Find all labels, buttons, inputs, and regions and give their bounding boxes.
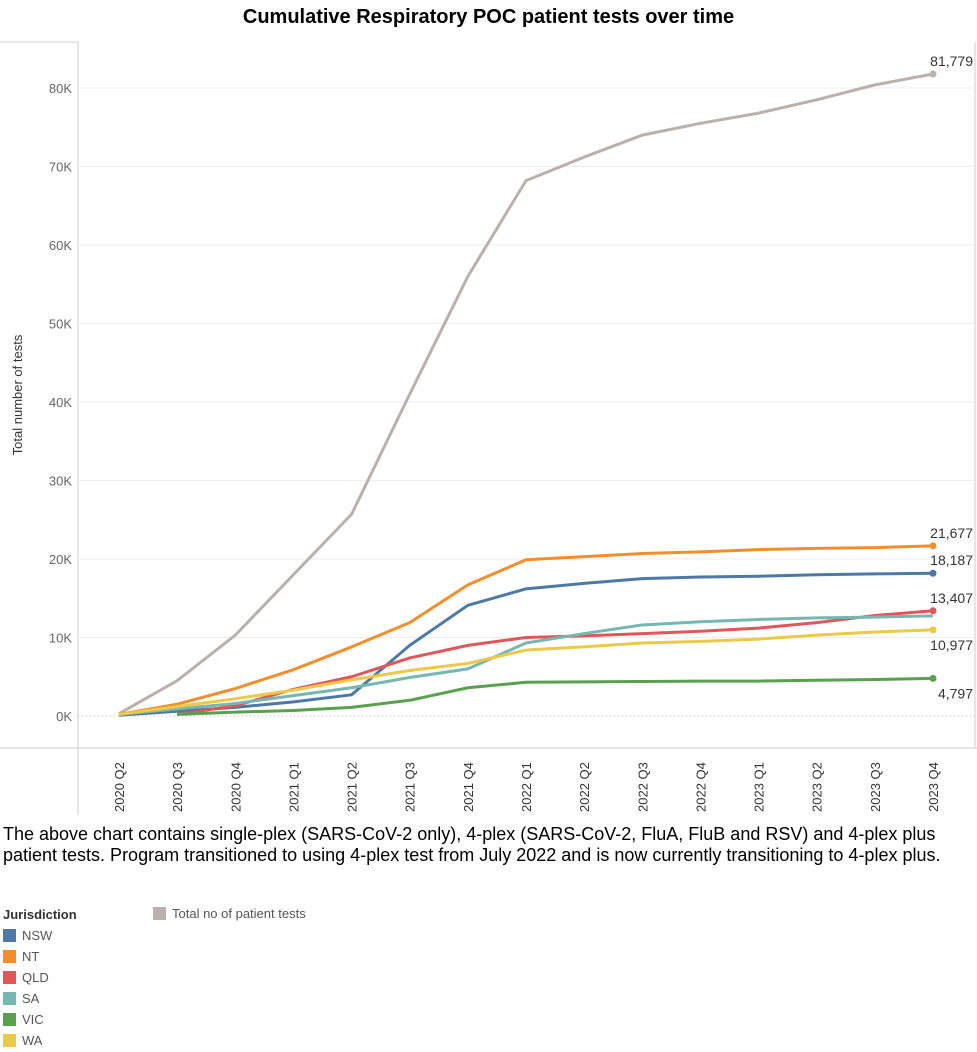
end-data-label: 21,677 xyxy=(930,525,973,541)
x-tick-label: 2023 Q4 xyxy=(926,762,941,812)
legend-item[interactable]: SA xyxy=(3,991,39,1006)
end-point-marker xyxy=(929,542,937,550)
y-tick-label: 30K xyxy=(49,474,72,489)
end-data-label: 18,187 xyxy=(930,552,973,568)
end-point-marker xyxy=(929,607,937,615)
legend-label: WA xyxy=(22,1033,43,1048)
y-tick-label: 60K xyxy=(49,238,72,253)
legend-label: QLD xyxy=(22,970,49,985)
series-line-qld xyxy=(176,609,934,716)
legend-swatch xyxy=(3,971,16,984)
y-tick-label: 50K xyxy=(49,317,72,332)
x-tick-label: 2020 Q4 xyxy=(228,762,243,812)
x-tick-label: 2021 Q1 xyxy=(286,762,301,812)
x-tick-label: 2020 Q2 xyxy=(112,762,127,812)
x-tick-label: 2023 Q1 xyxy=(752,762,767,812)
end-point-marker xyxy=(929,626,937,634)
y-tick-label: 80K xyxy=(49,81,72,96)
end-data-label: 4,797 xyxy=(938,685,973,701)
legend-label: VIC xyxy=(22,1012,44,1027)
y-tick-label: 70K xyxy=(49,160,72,175)
legend-swatch xyxy=(3,992,16,1005)
y-axis-title: Total number of tests xyxy=(10,334,25,455)
end-point-marker xyxy=(929,70,937,78)
legend-label: SA xyxy=(22,991,40,1006)
legend-label: NT xyxy=(22,949,40,964)
legend-title: Jurisdiction xyxy=(3,907,77,922)
series-line-nsw xyxy=(118,571,934,717)
legend-label: Total no of patient tests xyxy=(172,906,306,921)
y-tick-label: 20K xyxy=(49,552,72,567)
end-data-label: 81,779 xyxy=(930,53,973,69)
legend-label: NSW xyxy=(22,928,53,943)
legend-item[interactable]: Total no of patient tests xyxy=(153,906,306,921)
x-tick-label: 2022 Q1 xyxy=(519,762,534,812)
y-tick-label: 10K xyxy=(49,631,72,646)
x-tick-label: 2020 Q3 xyxy=(170,762,185,812)
legend-swatch xyxy=(3,929,16,942)
x-tick-label: 2021 Q3 xyxy=(403,762,418,812)
legend-item[interactable]: QLD xyxy=(3,970,49,985)
legend-item[interactable]: NSW xyxy=(3,928,52,943)
y-tick-label: 0K xyxy=(56,709,72,724)
series-line-wa xyxy=(118,628,934,716)
chart-title: Cumulative Respiratory POC patient tests… xyxy=(242,6,735,28)
series-line-nt xyxy=(118,544,934,716)
x-tick-label: 2023 Q2 xyxy=(810,762,825,812)
x-tick-label: 2023 Q3 xyxy=(868,762,883,812)
y-tick-label: 40K xyxy=(49,395,72,410)
x-tick-label: 2021 Q4 xyxy=(461,762,476,812)
legend-swatch xyxy=(3,1034,16,1047)
end-data-label: 10,977 xyxy=(930,637,973,653)
x-tick-label: 2022 Q2 xyxy=(577,762,592,812)
series-line-vic xyxy=(177,676,934,716)
legend-item[interactable]: VIC xyxy=(3,1012,44,1027)
line-chart: 0K 10K 20K 30K 40K 50K 60K 70K 80K Total number o… xyxy=(0,41,977,815)
series-line-total-no-of-patient-tests xyxy=(118,72,934,715)
series-line-sa xyxy=(118,614,934,716)
legend-swatch xyxy=(3,950,16,963)
end-point-marker xyxy=(929,674,937,682)
x-tick-label: 2022 Q4 xyxy=(693,762,708,812)
legend-swatch xyxy=(3,1013,16,1026)
x-tick-label: 2022 Q3 xyxy=(635,762,650,812)
chart-note: The above chart contains single-plex (SA… xyxy=(3,824,941,865)
legend-swatch xyxy=(153,907,166,920)
end-point-marker xyxy=(929,569,937,577)
end-data-label: 13,407 xyxy=(930,590,973,606)
legend-item[interactable]: WA xyxy=(3,1033,42,1048)
x-tick-label: 2021 Q2 xyxy=(345,762,360,812)
legend-item[interactable]: NT xyxy=(3,949,39,964)
